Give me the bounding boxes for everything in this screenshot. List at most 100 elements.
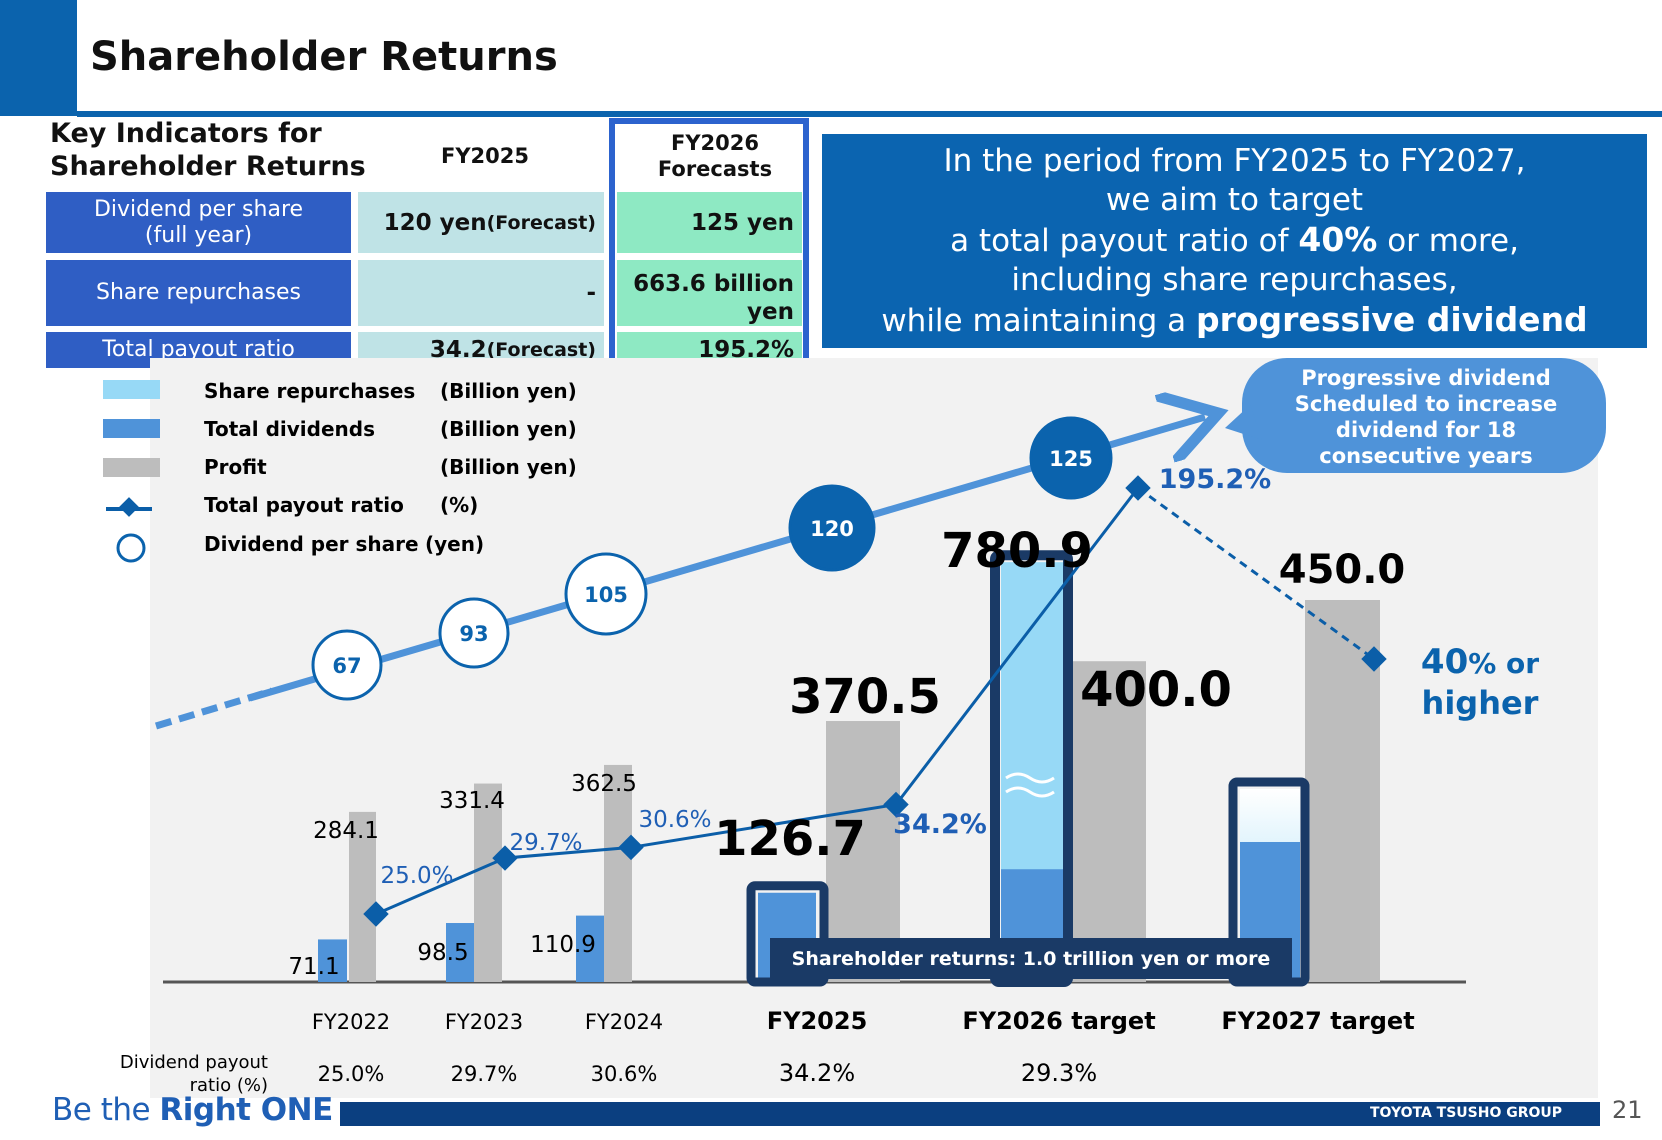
- returns-value-FY2022: 71.1: [288, 954, 339, 980]
- dividend-payout-label-line1: Dividend payout: [120, 1052, 268, 1073]
- brand-slogan: Be the Right ONE: [52, 1092, 333, 1128]
- target-40-suffix: % or: [1468, 647, 1539, 680]
- returns-value-FY2024: 110.9: [530, 932, 596, 958]
- dividend-payout-FY2025: 34.2%: [779, 1059, 855, 1087]
- payout-ratio-marker-FY2022: [363, 901, 389, 927]
- returns-value-FY2026 target: 780.9: [941, 523, 1093, 579]
- legend-swatch-payout-diamond: [119, 497, 139, 517]
- legend-swatch-share-repurchases: [103, 380, 160, 399]
- payout-ratio-marker-FY2024: [618, 834, 644, 861]
- cell-note: (Forecast): [486, 339, 596, 361]
- target-40-number: 40: [1421, 642, 1468, 682]
- dps-value-FY2023: 93: [459, 622, 488, 646]
- profit-value-FY2025: 370.5: [789, 669, 941, 725]
- row-label-line1: Dividend per share: [93, 196, 304, 222]
- cell-note: (Forecast): [486, 211, 596, 234]
- category-label-FY2023: FY2023: [445, 1010, 523, 1034]
- dps-circle-FY2023: [438, 597, 510, 669]
- brand-slogan-bold: Right ONE: [159, 1092, 333, 1128]
- cell-fy2025-dps: 120 yen (Forecast): [358, 192, 604, 253]
- legend-label-profit: Profit: [204, 455, 267, 479]
- indicators-title-line1: Key Indicators for: [50, 118, 322, 149]
- message-line3-post: or more,: [1377, 222, 1519, 259]
- legend-unit-dps: (yen): [425, 532, 484, 556]
- profit-value-FY2026 target: 400.0: [1080, 662, 1232, 718]
- ratio-value-FY2024: 30.6%: [638, 807, 711, 833]
- ratio-value-FY2022: 25.0%: [380, 863, 453, 889]
- dps-value-FY2024: 105: [584, 583, 628, 607]
- callout-pointer: [1225, 405, 1262, 440]
- dividend-payout-FY2026 target: 29.3%: [1021, 1059, 1097, 1087]
- category-label-FY2025: FY2025: [767, 1007, 868, 1035]
- returns-value-FY2025: 126.7: [714, 811, 866, 867]
- message-line3-bold: 40%: [1298, 219, 1378, 259]
- target-40-line1: 40% or: [1421, 642, 1539, 682]
- dps-circles-layer: 67 93 105 120 125: [311, 416, 1113, 701]
- page-number: 21: [1612, 1096, 1643, 1124]
- progressive-dividend-callout: [1242, 358, 1606, 473]
- header-accent-block: [0, 0, 77, 116]
- shareholder-returns-banner-text: Shareholder returns: 1.0 trillion yen or…: [792, 948, 1271, 970]
- target-message-box: In the period from FY2025 to FY2027, we …: [822, 134, 1647, 348]
- dps-circle-FY2024: [564, 552, 648, 636]
- dividend-payout-label-line2: ratio (%): [190, 1075, 268, 1096]
- legend-unit-total-dividends: (Billion yen): [440, 417, 577, 441]
- payout-ratio-target-dashed: [1137, 486, 1375, 661]
- dps-circle-FY2022: [311, 629, 383, 701]
- legend-label-share-repurchases: Share repurchases: [204, 379, 415, 403]
- message-line3-pre: a total payout ratio of: [950, 222, 1299, 259]
- dps-value-FY2026 target: 125: [1049, 447, 1093, 471]
- cell-fy2026-repurchases: 663.6 billion yen: [617, 260, 802, 326]
- legend-unit-payout-ratio: (%): [440, 493, 478, 517]
- legend-label-total-dividends: Total dividends: [204, 417, 375, 441]
- message-line2: we aim to target: [1105, 181, 1364, 218]
- ratio-value-FY2025: 34.2%: [893, 809, 987, 840]
- category-label-FY2027 target: FY2027 target: [1221, 1007, 1414, 1035]
- chart-legend: Share repurchases (Billion yen) Total di…: [103, 379, 577, 563]
- profit-value-FY2023: 331.4: [439, 788, 505, 814]
- bar-profit-FY2026: [1071, 661, 1146, 982]
- legend-label-payout-ratio: Total payout ratio: [204, 493, 404, 517]
- returns-frames-layer: [746, 550, 1310, 987]
- message-line3: a total payout ratio of 40% or more,: [822, 220, 1647, 261]
- dividend-payout-FY2022: 25.0%: [318, 1062, 385, 1086]
- returns-value-FY2027 target: 450.0: [1279, 547, 1406, 593]
- ratio-value-FY2026 target: 195.2%: [1159, 464, 1271, 495]
- bar-total-dividends-FY2023: [446, 923, 474, 982]
- col-header-fy2026: FY2026 Forecasts: [617, 130, 813, 182]
- dps-circle-FY2025: [788, 484, 876, 572]
- header-rule: [77, 111, 1662, 117]
- legend-swatch-profit: [103, 458, 160, 477]
- payout-ratio-marker-FY2026 target: [1125, 475, 1151, 501]
- dps-value-FY2022: 67: [332, 654, 361, 678]
- payout-line-layer: [363, 475, 1387, 927]
- legend-label-dps: Dividend per share: [204, 532, 419, 556]
- bar-profit-FY2024: [604, 764, 632, 982]
- bar-total-dividends-FY2022: [318, 939, 347, 982]
- col-header-fy2025: FY2025: [441, 144, 529, 168]
- callout-line4: consecutive years: [1319, 444, 1532, 468]
- cell-value-line1: 663.6 billion: [633, 271, 794, 297]
- dps-circle-FY2026 target: [1029, 416, 1113, 500]
- target-40-line2: higher: [1422, 684, 1539, 722]
- cell-fy2026-dps: 125 yen: [617, 192, 802, 253]
- shareholder-returns-banner: [770, 938, 1292, 979]
- ratio-value-FY2023: 29.7%: [509, 830, 582, 856]
- legend-swatch-dps-circle: [116, 533, 146, 563]
- message-line4: including share repurchases,: [1011, 261, 1458, 298]
- bar-total-dividends-FY2024: [576, 915, 604, 982]
- message-line5: while maintaining a progressive dividend: [822, 300, 1647, 341]
- profit-value-FY2024: 362.5: [571, 771, 637, 797]
- message-line5-bold: progressive dividend: [1195, 299, 1588, 339]
- callout-line3: dividend for 18: [1336, 418, 1516, 442]
- row-label-line2: (full year): [144, 222, 253, 248]
- profit-value-FY2022: 284.1: [313, 818, 379, 844]
- page-title: Shareholder Returns: [90, 34, 558, 80]
- cell-value: 120 yen: [383, 209, 487, 236]
- category-label-FY2024: FY2024: [585, 1010, 663, 1034]
- indicators-title: Key Indicators for Shareholder Returns: [50, 117, 366, 183]
- dividend-payout-FY2024: 30.6%: [591, 1062, 658, 1086]
- brand-slogan-pre: Be the: [52, 1092, 160, 1128]
- col-header-fy2026-line1: FY2026: [671, 131, 759, 155]
